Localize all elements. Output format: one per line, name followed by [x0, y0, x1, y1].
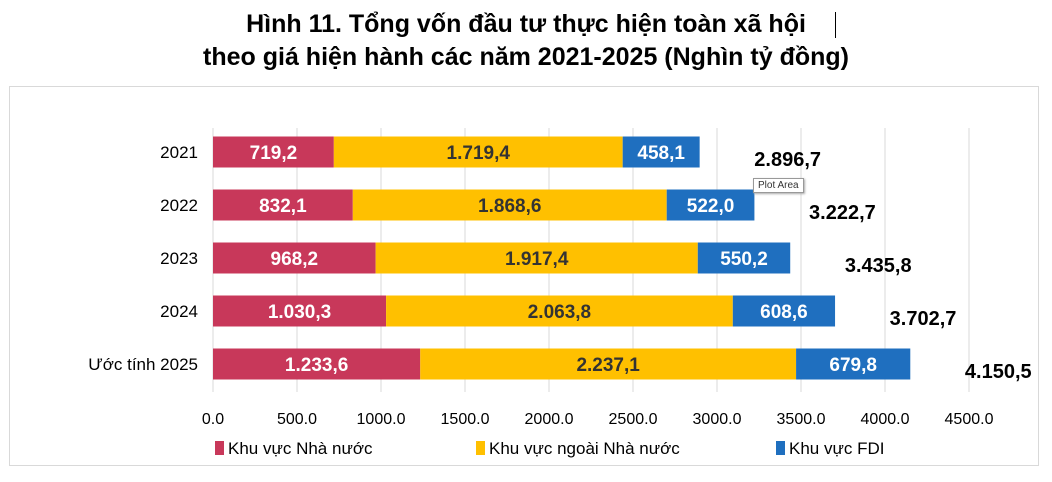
data-label: 679,8 — [829, 355, 877, 376]
data-label: 2.063,8 — [528, 302, 591, 323]
bar-segment — [333, 136, 623, 168]
bar-segment — [213, 189, 353, 221]
y-category-label: 2023 — [160, 249, 198, 268]
data-label: 1.917,4 — [505, 249, 569, 270]
bar-segment — [796, 348, 911, 380]
bar-segment — [213, 348, 421, 380]
total-label: 4.150,5 — [965, 361, 1032, 383]
y-category-label: Ước tính 2025 — [88, 355, 198, 374]
x-tick-label: 0.0 — [202, 411, 224, 428]
data-label: 832,1 — [259, 196, 307, 217]
legend-swatch — [776, 441, 785, 455]
data-label: 2.237,1 — [576, 355, 640, 376]
x-tick-label: 1000.0 — [357, 411, 406, 428]
bar-segment — [213, 295, 387, 327]
legend-label: Khu vực Nhà nước — [228, 439, 373, 458]
y-category-label: 2024 — [160, 302, 198, 321]
data-label: 458,1 — [637, 143, 685, 164]
data-label: 550,2 — [720, 249, 768, 270]
bar-segment — [697, 242, 791, 274]
data-label: 1.030,3 — [268, 302, 331, 323]
y-category-label: 2022 — [160, 196, 198, 215]
x-tick-label: 2500.0 — [609, 411, 658, 428]
bar-segment — [666, 189, 755, 221]
plot-area-tooltip: Plot Area — [753, 178, 804, 193]
chart-title-line2: theo giá hiện hành các năm 2021-2025 (Ng… — [203, 43, 849, 71]
x-tick-label: 3000.0 — [693, 411, 742, 428]
x-tick-label: 3500.0 — [777, 411, 826, 428]
total-label: 2.896,7 — [754, 149, 821, 171]
data-label: 1.719,4 — [447, 143, 511, 164]
total-label: 3.222,7 — [809, 202, 876, 224]
x-tick-label: 4500.0 — [945, 411, 994, 428]
x-tick-label: 4000.0 — [861, 411, 910, 428]
legend-label: Khu vực ngoài Nhà nước — [489, 439, 680, 458]
bar-segment — [375, 242, 698, 274]
chart-area[interactable] — [9, 86, 1039, 466]
x-tick-label: 500.0 — [277, 411, 317, 428]
data-label: 719,2 — [250, 143, 298, 164]
data-label: 1.868,6 — [478, 196, 541, 217]
bar-segment — [352, 189, 667, 221]
bar-segment — [386, 295, 733, 327]
total-label: 3.435,8 — [845, 255, 912, 277]
bar-segment — [213, 242, 376, 274]
bar-segment — [622, 136, 700, 168]
y-category-label: 2021 — [160, 143, 198, 162]
legend-swatch — [215, 441, 224, 455]
legend-swatch — [476, 441, 485, 455]
legend-label: Khu vực FDI — [789, 439, 884, 458]
data-label: 522,0 — [687, 196, 735, 217]
bar-segment — [420, 348, 797, 380]
x-tick-label: 2000.0 — [525, 411, 574, 428]
bar-segment — [732, 295, 836, 327]
data-label: 608,6 — [760, 302, 808, 323]
data-label: 1.233,6 — [285, 355, 348, 376]
data-label: 968,2 — [271, 249, 319, 270]
x-tick-label: 1500.0 — [441, 411, 490, 428]
bar-segment — [213, 136, 334, 168]
chart-title-line1: Hình 11. Tổng vốn đầu tư thực hiện toàn … — [246, 10, 806, 38]
total-label: 3.702,7 — [890, 308, 957, 330]
text-cursor — [835, 12, 836, 38]
